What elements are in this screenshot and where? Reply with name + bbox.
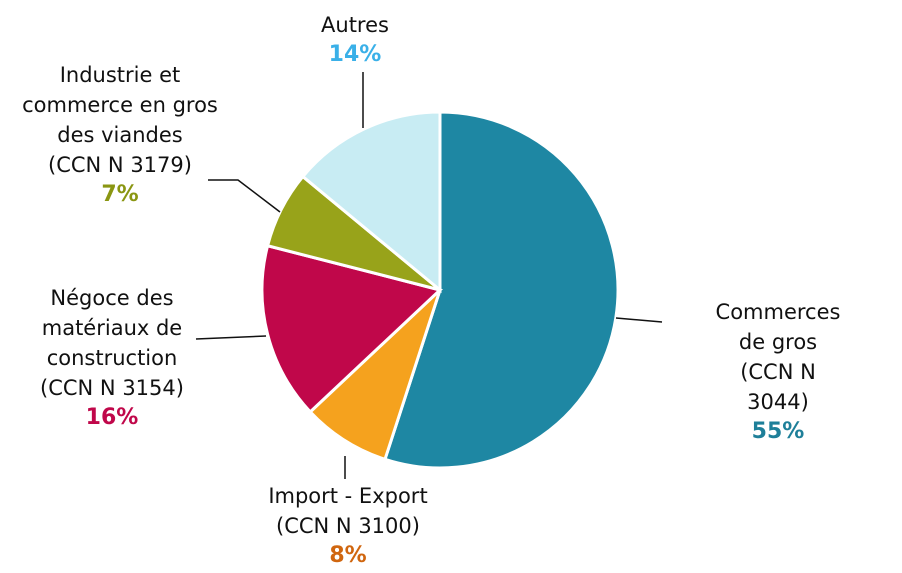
value-label: 8% bbox=[329, 543, 367, 568]
pie-slice bbox=[308, 288, 442, 462]
slice-label: Négoce des matériaux de construction (CC… bbox=[40, 283, 184, 433]
category-label: Industrie et commerce en gros des viande… bbox=[22, 63, 218, 177]
category-label: Commerces de gros (CCN N 3044) bbox=[715, 300, 841, 414]
category-label: Autres bbox=[321, 13, 389, 37]
slice-label: Import - Export (CCN N 3100) 8% bbox=[268, 481, 427, 571]
value-label: 14% bbox=[328, 42, 382, 67]
value-label: 55% bbox=[751, 419, 805, 444]
leader-line bbox=[615, 317, 663, 323]
leader-line bbox=[208, 179, 281, 213]
value-label: 16% bbox=[85, 405, 139, 430]
pie-slice bbox=[300, 110, 442, 294]
slice-label: Commerces de gros (CCN N 3044) 55% bbox=[716, 297, 841, 447]
category-label: Négoce des matériaux de construction (CC… bbox=[40, 286, 184, 400]
slice-label: Autres 14% bbox=[321, 10, 389, 70]
pie-slice bbox=[383, 110, 620, 470]
leader-line bbox=[195, 335, 267, 340]
pie-slice bbox=[260, 243, 444, 414]
category-label: Import - Export (CCN N 3100) bbox=[268, 484, 428, 538]
value-label: 7% bbox=[101, 182, 139, 207]
slice-label: Industrie et commerce en gros des viande… bbox=[22, 60, 218, 210]
